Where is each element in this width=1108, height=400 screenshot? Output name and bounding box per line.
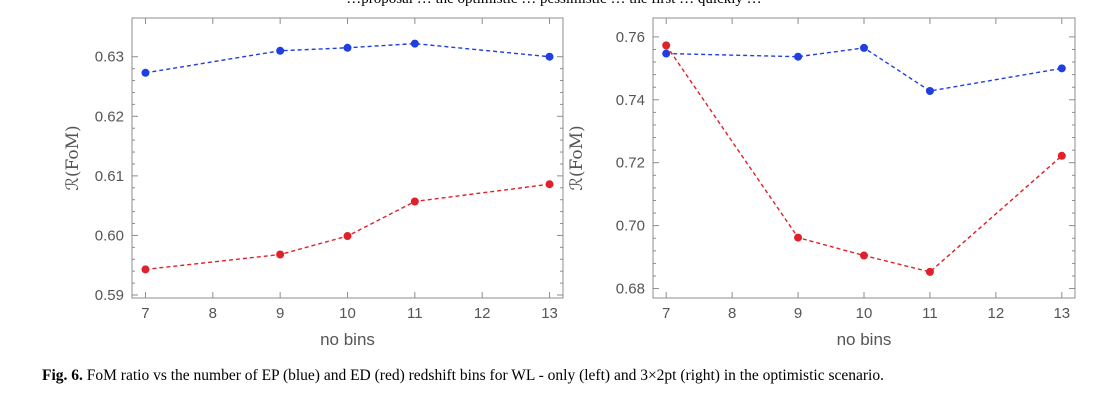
chart2-x-tick-label: 13 [1053, 305, 1070, 322]
chart1-y-tick-label: 0.60 [95, 227, 124, 244]
chart2-blue-data-point [925, 86, 934, 95]
caption-text: FoM ratio vs the number of EP (blue) and… [86, 367, 884, 384]
chart2-x-tick-label: 8 [728, 305, 736, 322]
chart1-plot-frame [131, 17, 564, 299]
chart2-y-tick-label: 0.72 [616, 155, 645, 172]
chart2-x-axis-title: no bins [837, 330, 892, 349]
chart2-x-tick-label: 12 [988, 305, 1005, 322]
chart1-red-data-point [410, 197, 419, 206]
chart2-y-axis-title: ℛ(FoM) [567, 125, 587, 190]
caption-label: Fig. 6. [42, 367, 83, 384]
chart2-x-tick-label: 10 [856, 305, 873, 322]
chart1-x-axis-title: no bins [320, 330, 375, 349]
chart-right: 7 8 9 10 11 12 13 0.68 0.70 0.72 0.74 0.76 no bins ℛ(… [567, 17, 1076, 349]
chart1-x-tick-label: 12 [474, 305, 491, 322]
chart1-x-tick-label: 11 [407, 305, 423, 322]
top-cut-text: …proposal … the optimistic … pessimistic… [0, 0, 1108, 8]
chart2-red-data-point [860, 251, 868, 260]
chart2-red-series-line [665, 44, 1063, 273]
chart2-red-data-point [1057, 151, 1066, 160]
chart2-x-tick-label: 7 [662, 305, 670, 322]
chart1-blue-data-point [343, 43, 352, 52]
chart2-blue-data-point [794, 52, 803, 61]
chart1-x-tick-label: 9 [276, 305, 284, 322]
chart1-red-data-point [141, 265, 150, 274]
chart1-y-tick-label: 0.63 [95, 49, 124, 66]
chart2-y-tick-label: 0.76 [616, 29, 645, 46]
chart2-blue-series-line [666, 47, 1062, 92]
chart1-y-tick-label: 0.61 [95, 168, 124, 185]
chart1-blue-data-point [545, 52, 554, 61]
chart2-y-tick-label: 0.68 [616, 281, 645, 298]
chart2-red-data-point [662, 41, 671, 50]
chart2-blue-data-point [662, 49, 671, 58]
chart2-y-tick-label: 0.74 [616, 92, 645, 109]
chart1-blue-data-point [141, 68, 150, 77]
chart1-red-data-point [343, 232, 352, 241]
chart1-blue-data-point [410, 39, 419, 48]
chart2-blue-data-point [1057, 64, 1066, 73]
chart2-x-tick-label: 11 [922, 305, 938, 322]
chart1-blue-data-point [276, 46, 285, 55]
chart-left: 7 8 9 10 11 12 13 0.59 0.60 0.61 0.62 0.63 no bins ℛ(… [63, 17, 564, 349]
chart1-x-tick-label: 7 [141, 305, 149, 322]
chart1-x-tick-label: 13 [541, 305, 558, 322]
chart1-red-data-point [276, 250, 285, 259]
chart1-red-data-point [545, 180, 554, 189]
chart2-y-tick-label: 0.70 [616, 218, 645, 235]
chart2-red-data-point [794, 233, 803, 242]
chart1-y-tick-label: 0.62 [95, 108, 124, 125]
chart1-x-tick-label: 10 [339, 305, 356, 322]
figure-caption: Fig. 6. FoM ratio vs the number of EP (b… [42, 367, 884, 385]
chart1-x-tick-label: 8 [209, 305, 217, 322]
chart2-x-tick-label: 9 [794, 305, 802, 322]
chart1-y-tick-label: 0.59 [95, 287, 124, 304]
chart2-red-data-point [925, 267, 934, 276]
chart1-y-axis-title: ℛ(FoM) [63, 125, 83, 190]
chart1-red-series-line [145, 183, 550, 271]
chart2-blue-data-point [860, 43, 868, 52]
